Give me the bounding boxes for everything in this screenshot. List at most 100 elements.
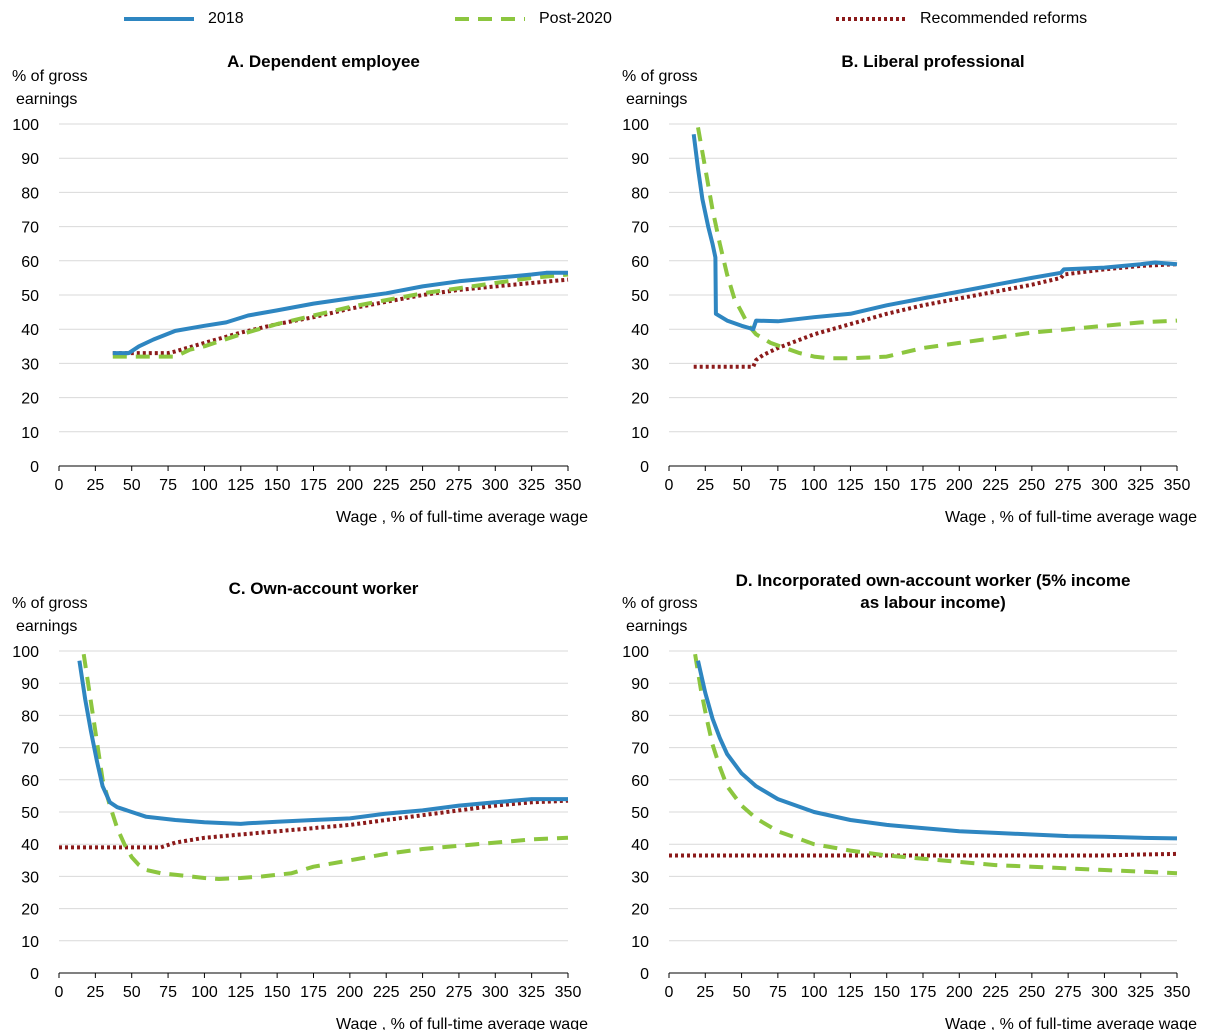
x-tick-label: 300 xyxy=(482,984,509,1001)
x-tick-label: 0 xyxy=(55,477,64,494)
y-tick-label: 100 xyxy=(622,644,649,661)
x-tick-label: 325 xyxy=(1127,477,1154,494)
y-tick-label: 60 xyxy=(631,254,649,271)
x-tick-label: 50 xyxy=(733,984,751,1001)
y-tick-label: 30 xyxy=(631,356,649,373)
series-line-recommended-reforms xyxy=(693,262,1178,369)
x-tick-label: 325 xyxy=(518,477,545,494)
legend-swatch-2018 xyxy=(124,17,194,21)
y-tick-label: 100 xyxy=(622,117,649,134)
series-line-2018 xyxy=(696,660,1178,841)
y-tick-label: 40 xyxy=(21,322,39,339)
x-tick-label: 150 xyxy=(264,984,291,1001)
y-tick-label: 50 xyxy=(631,288,649,305)
x-tick-label: 75 xyxy=(159,984,177,1001)
y-tick-label: 80 xyxy=(21,708,39,725)
x-tick-label: 125 xyxy=(227,984,254,1001)
y-tick-label: 90 xyxy=(631,151,649,168)
x-tick-label: 50 xyxy=(123,477,141,494)
x-tick-label: 125 xyxy=(837,477,864,494)
y-tick-label: 100 xyxy=(12,644,39,661)
y-tick-label: 10 xyxy=(631,425,649,442)
x-tick-label: 300 xyxy=(1091,984,1118,1001)
x-tick-label: 200 xyxy=(337,477,364,494)
legend-label-post-2020: Post-2020 xyxy=(539,10,612,27)
x-tick-label: 250 xyxy=(1019,477,1046,494)
y-tick-label: 40 xyxy=(631,322,649,339)
y-tick-label: 0 xyxy=(640,459,649,476)
series-line-2018 xyxy=(112,270,568,356)
y-axis-label: earnings xyxy=(626,91,687,108)
x-tick-label: 350 xyxy=(555,984,582,1001)
x-tick-label: 25 xyxy=(86,984,104,1001)
x-tick-label: 350 xyxy=(1164,477,1191,494)
x-tick-label: 150 xyxy=(873,477,900,494)
x-axis-label: Wage , % of full-time average wage xyxy=(336,509,588,526)
x-axis-label: Wage , % of full-time average wage xyxy=(945,1016,1197,1030)
x-tick-label: 200 xyxy=(337,984,364,1001)
x-tick-label: 225 xyxy=(982,984,1009,1001)
x-tick-label: 275 xyxy=(446,984,473,1001)
y-axis-label: earnings xyxy=(16,618,77,635)
y-tick-label: 70 xyxy=(21,220,39,237)
x-axis-label: Wage , % of full-time average wage xyxy=(336,1016,588,1030)
y-tick-label: 60 xyxy=(21,773,39,790)
y-axis-label: earnings xyxy=(626,618,687,635)
legend-swatch-post-2020 xyxy=(455,17,525,21)
y-tick-label: 10 xyxy=(21,425,39,442)
series-line-recommended-reforms xyxy=(112,277,569,356)
panel-a: A. Dependent employee % of gross earnings 0… xyxy=(12,52,588,526)
series-line-recommended-reforms xyxy=(669,851,1178,858)
series-line-post-2020 xyxy=(112,272,569,359)
y-tick-label: 10 xyxy=(631,934,649,951)
x-tick-label: 250 xyxy=(409,984,436,1001)
y-tick-label: 20 xyxy=(631,391,649,408)
series-line-post-2020 xyxy=(81,653,569,881)
legend-label-recommended-reforms: Recommended reforms xyxy=(920,10,1088,27)
y-tick-label: 20 xyxy=(631,902,649,919)
x-tick-label: 175 xyxy=(910,477,937,494)
series-line-post-2020 xyxy=(696,127,1178,361)
x-tick-label: 300 xyxy=(482,477,509,494)
x-tick-label: 200 xyxy=(946,477,973,494)
legend-item-recommended-reforms: Recommended reforms xyxy=(836,8,1087,30)
x-tick-label: 300 xyxy=(1091,477,1118,494)
x-tick-label: 275 xyxy=(1055,984,1082,1001)
x-tick-label: 100 xyxy=(801,477,828,494)
x-tick-label: 100 xyxy=(801,984,828,1001)
y-axis-label: % of gross xyxy=(622,595,698,612)
x-tick-label: 275 xyxy=(1055,477,1082,494)
y-tick-label: 30 xyxy=(21,356,39,373)
x-tick-label: 25 xyxy=(696,477,714,494)
y-tick-label: 20 xyxy=(21,902,39,919)
x-tick-label: 75 xyxy=(769,984,787,1001)
x-tick-label: 225 xyxy=(373,984,400,1001)
panel-title: B. Liberal professional xyxy=(841,52,1024,71)
x-tick-label: 150 xyxy=(873,984,900,1001)
x-tick-label: 25 xyxy=(86,477,104,494)
x-tick-label: 250 xyxy=(409,477,436,494)
y-tick-label: 70 xyxy=(631,741,649,758)
y-tick-label: 30 xyxy=(631,869,649,886)
y-axis-label: % of gross xyxy=(622,68,698,85)
panel-d: D. Incorporated own-account worker (5% i… xyxy=(622,571,1197,1030)
y-tick-label: 0 xyxy=(30,966,39,983)
panel-c: C. Own-account worker % of gross earnings 0… xyxy=(12,579,588,1030)
x-tick-label: 0 xyxy=(665,477,674,494)
y-tick-label: 0 xyxy=(30,459,39,476)
y-tick-label: 40 xyxy=(21,837,39,854)
x-tick-label: 200 xyxy=(946,984,973,1001)
y-tick-label: 80 xyxy=(631,708,649,725)
x-tick-label: 350 xyxy=(1164,984,1191,1001)
legend-label-2018: 2018 xyxy=(208,10,244,27)
panel-title: D. Incorporated own-account worker (5% i… xyxy=(736,571,1131,590)
panel-title: A. Dependent employee xyxy=(227,52,420,71)
y-axis-label: % of gross xyxy=(12,68,88,85)
y-tick-label: 60 xyxy=(21,254,39,271)
y-tick-label: 50 xyxy=(21,288,39,305)
x-tick-label: 50 xyxy=(733,477,751,494)
y-tick-label: 80 xyxy=(21,185,39,202)
x-tick-label: 175 xyxy=(910,984,937,1001)
x-tick-label: 0 xyxy=(55,984,64,1001)
